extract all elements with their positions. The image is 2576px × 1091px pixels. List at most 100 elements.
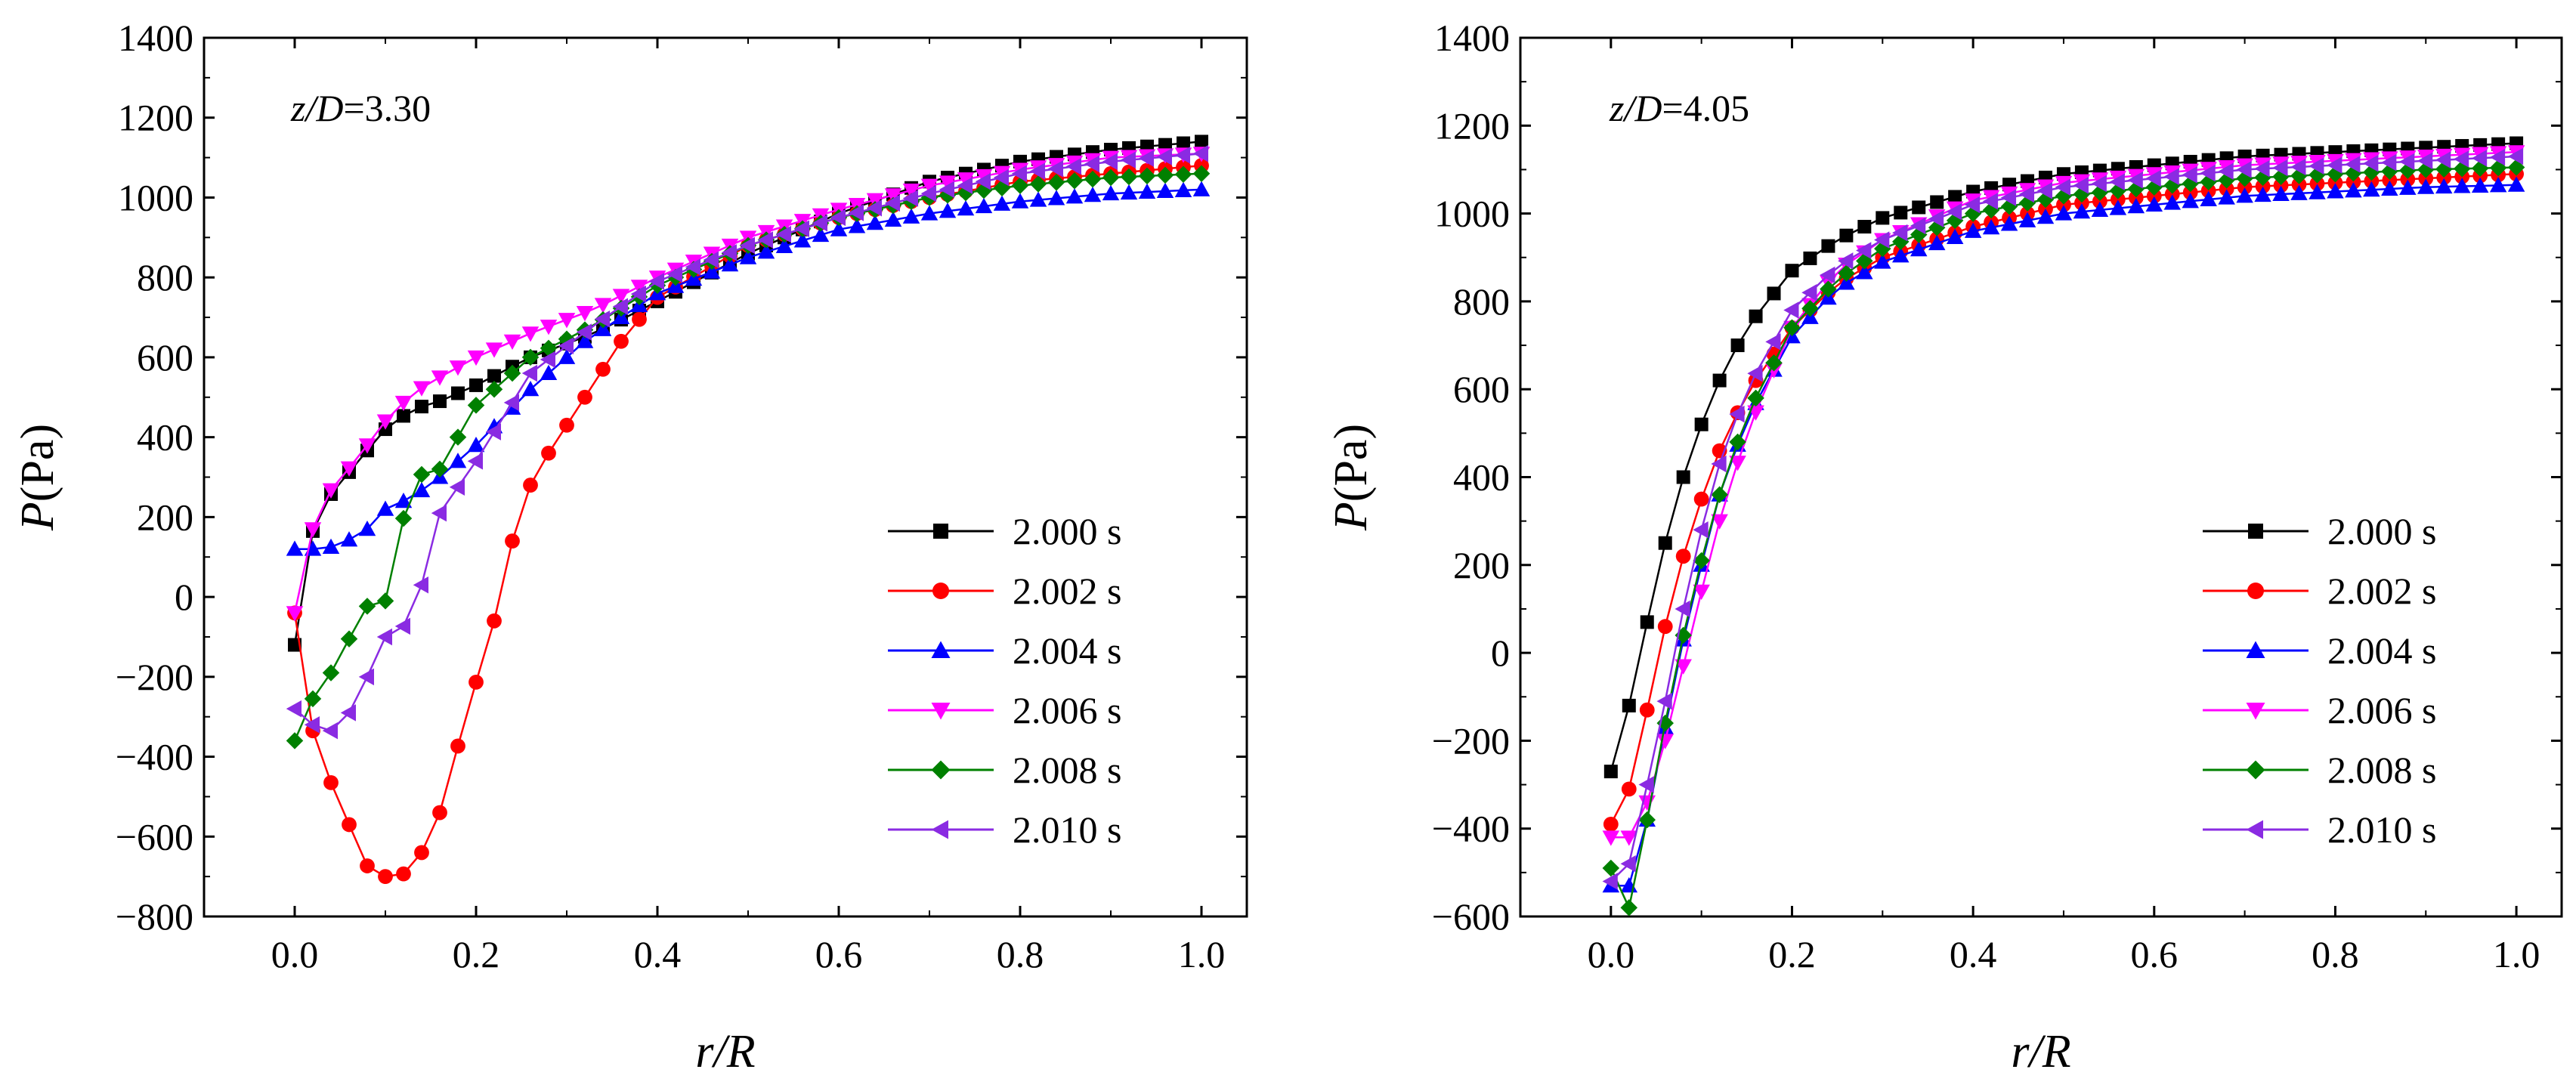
y-tick-label: −200 [1432,719,1510,762]
data-point [323,775,339,790]
data-point [1892,224,1908,242]
data-point [630,280,648,295]
data-point [848,218,866,233]
data-point [2507,147,2524,165]
data-point [1838,274,1855,290]
data-point [523,478,538,493]
y-axis-label-unit: (Pa) [1325,424,1377,502]
data-point [1620,899,1638,916]
data-point [322,538,340,555]
data-point [521,364,537,382]
data-point [975,168,993,185]
data-point [2418,171,2434,186]
data-point [397,409,410,423]
data-point [469,378,483,392]
legend-marker [2246,760,2265,780]
data-point [2018,185,2035,203]
data-point [1174,165,1192,184]
data-point [414,845,429,861]
data-point [1749,309,1763,323]
data-point [2309,184,2326,199]
data-point [1120,184,1138,200]
data-point [1912,200,1926,215]
y-axis-label-var: P [1325,502,1377,531]
data-point [540,339,558,357]
data-point [2382,172,2398,188]
data-point [666,265,682,283]
data-point [739,249,757,264]
data-point [2145,196,2163,212]
data-point [1084,170,1102,188]
data-point [558,313,576,329]
data-point [2417,152,2433,170]
data-point [2309,157,2324,175]
data-point [1894,206,1908,220]
data-point [2218,189,2235,205]
x-tick-label: 0.2 [453,933,500,975]
data-point [2055,205,2073,221]
data-point [632,311,647,327]
data-point [2417,178,2435,194]
data-point [2073,177,2089,194]
data-point [1657,619,1673,635]
y-tick-label: −200 [116,656,193,698]
data-point [394,509,413,527]
data-point [2489,148,2506,166]
data-point [1964,196,1981,214]
series-2-000-s [1603,136,2524,779]
data-point [1675,600,1690,618]
data-point [594,311,610,328]
data-point [1930,195,1944,209]
data-point [2290,158,2306,176]
data-point [1729,433,1746,451]
annotation-variable: z/D [290,87,343,129]
data-point [376,592,394,610]
data-point [2291,177,2307,193]
data-point [939,202,957,218]
data-point [2219,181,2234,196]
data-point [648,273,664,290]
data-point [2381,180,2398,196]
data-point [993,168,1009,187]
data-point [358,598,376,615]
x-tick-label: 0.0 [1588,933,1635,975]
data-point [431,460,449,478]
legend-marker [931,760,951,780]
data-point [866,199,882,217]
legend-entry: 2.006 s [2203,689,2436,731]
legend-label: 2.006 s [1013,689,1121,731]
chart-panel-1: −800 −600 −400 −200 0 200 400 600 800 1000 1200 140… [12,17,1248,1077]
data-point [415,400,428,414]
data-point [432,805,447,821]
data-point [577,389,592,405]
data-point [1065,172,1084,190]
data-point [957,200,975,216]
data-point [2092,193,2107,209]
data-point [2435,151,2451,168]
data-point [1711,514,1728,530]
data-point [286,540,304,556]
data-point [2272,159,2288,177]
data-point [433,394,447,409]
y-tick-label: −600 [116,815,193,858]
data-point [1102,153,1118,171]
data-point [1029,191,1047,207]
data-point [1856,242,1872,259]
data-point [2400,172,2416,187]
data-point [957,177,973,194]
data-point [866,215,884,230]
data-point [1047,190,1065,206]
x-axis-label: r/R [2011,1026,2070,1077]
data-point [1876,211,1890,225]
data-point [1783,301,1799,319]
data-point [449,453,467,468]
data-point [2055,178,2070,196]
y-tick-label: 200 [137,496,193,538]
data-point [1174,181,1192,197]
data-point [1910,217,1926,235]
data-point [703,251,719,269]
data-point [2127,198,2145,214]
data-point [630,285,646,303]
data-point [1747,365,1763,382]
data-point [2309,176,2325,191]
